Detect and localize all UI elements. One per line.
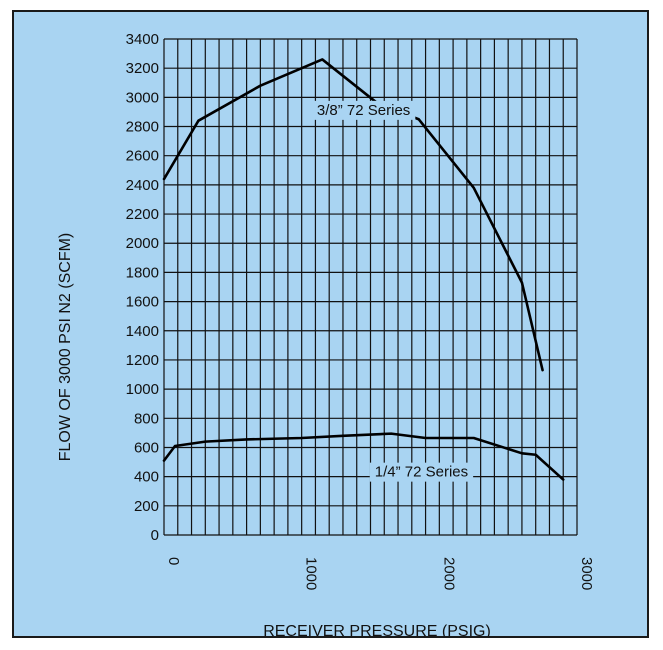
y-tick-label: 1400 xyxy=(126,323,159,340)
y-tick-label: 200 xyxy=(134,498,159,515)
y-tick-label: 800 xyxy=(134,410,159,427)
x-tick-label: 3000 xyxy=(578,557,595,590)
y-tick-label: 1000 xyxy=(126,381,159,398)
y-tick-label: 2000 xyxy=(126,235,159,252)
series-layer: 3/8” 72 Series 1/4” 72 Series xyxy=(162,58,565,482)
y-tick-label: 3200 xyxy=(126,60,159,77)
chart-panel: 0 200 400 600 800 1000 1200 1400 1600 1800 2000 220… xyxy=(12,10,649,638)
y-tick-label: 0 xyxy=(151,527,159,544)
series-label-backdrop-0 xyxy=(311,100,416,120)
series-label-0: 3/8” 72 Series xyxy=(317,102,410,119)
series-label-1: 1/4” 72 Series xyxy=(375,464,468,481)
flow-chart: 0 200 400 600 800 1000 1200 1400 1600 1800 2000 220… xyxy=(14,12,647,636)
y-tick-label: 2200 xyxy=(126,206,159,223)
x-axis-ticks: 0 1000 2000 3000 xyxy=(165,557,595,590)
y-tick-label: 2800 xyxy=(126,119,159,136)
series-label-backdrop-1 xyxy=(369,462,474,482)
y-tick-label: 2600 xyxy=(126,148,159,165)
y-tick-label: 3000 xyxy=(126,89,159,106)
y-tick-label: 600 xyxy=(134,439,159,456)
y-tick-label: 1800 xyxy=(126,264,159,281)
x-tick-label: 2000 xyxy=(440,557,457,590)
y-tick-label: 1200 xyxy=(126,352,159,369)
y-tick-label: 1600 xyxy=(126,294,159,311)
y-axis-ticks: 0 200 400 600 800 1000 1200 1400 1600 1800 2000 220… xyxy=(126,31,159,544)
x-tick-label: 1000 xyxy=(303,557,320,590)
y-tick-label: 400 xyxy=(134,469,159,486)
grid xyxy=(163,38,578,536)
y-tick-label: 3400 xyxy=(126,31,159,48)
y-axis-title: FLOW OF 3000 PSI N2 (SCFM) xyxy=(57,233,74,461)
x-tick-label: 0 xyxy=(165,557,182,565)
x-axis-title: RECEIVER PRESSURE (PSIG) xyxy=(263,623,491,636)
series-line-1 xyxy=(162,432,565,481)
y-tick-label: 2400 xyxy=(126,177,159,194)
